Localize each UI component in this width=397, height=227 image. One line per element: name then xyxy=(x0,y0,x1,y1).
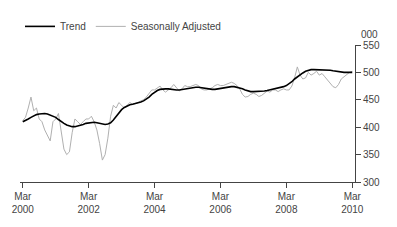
svg-text:550: 550 xyxy=(363,40,380,51)
svg-text:Mar2002: Mar2002 xyxy=(78,191,101,215)
svg-text:Seasonally Adjusted: Seasonally Adjusted xyxy=(131,21,221,32)
svg-text:Mar2010: Mar2010 xyxy=(341,191,364,215)
svg-text:350: 350 xyxy=(363,149,380,160)
svg-text:400: 400 xyxy=(363,122,380,133)
svg-text:450: 450 xyxy=(363,94,380,105)
svg-text:500: 500 xyxy=(363,67,380,78)
svg-text:Mar2004: Mar2004 xyxy=(143,191,166,215)
svg-text:000: 000 xyxy=(361,29,378,40)
svg-text:Trend: Trend xyxy=(60,21,86,32)
svg-text:Mar2006: Mar2006 xyxy=(209,191,232,215)
svg-text:300: 300 xyxy=(363,177,380,188)
svg-text:Mar2008: Mar2008 xyxy=(275,191,298,215)
svg-text:Mar2000: Mar2000 xyxy=(12,191,35,215)
